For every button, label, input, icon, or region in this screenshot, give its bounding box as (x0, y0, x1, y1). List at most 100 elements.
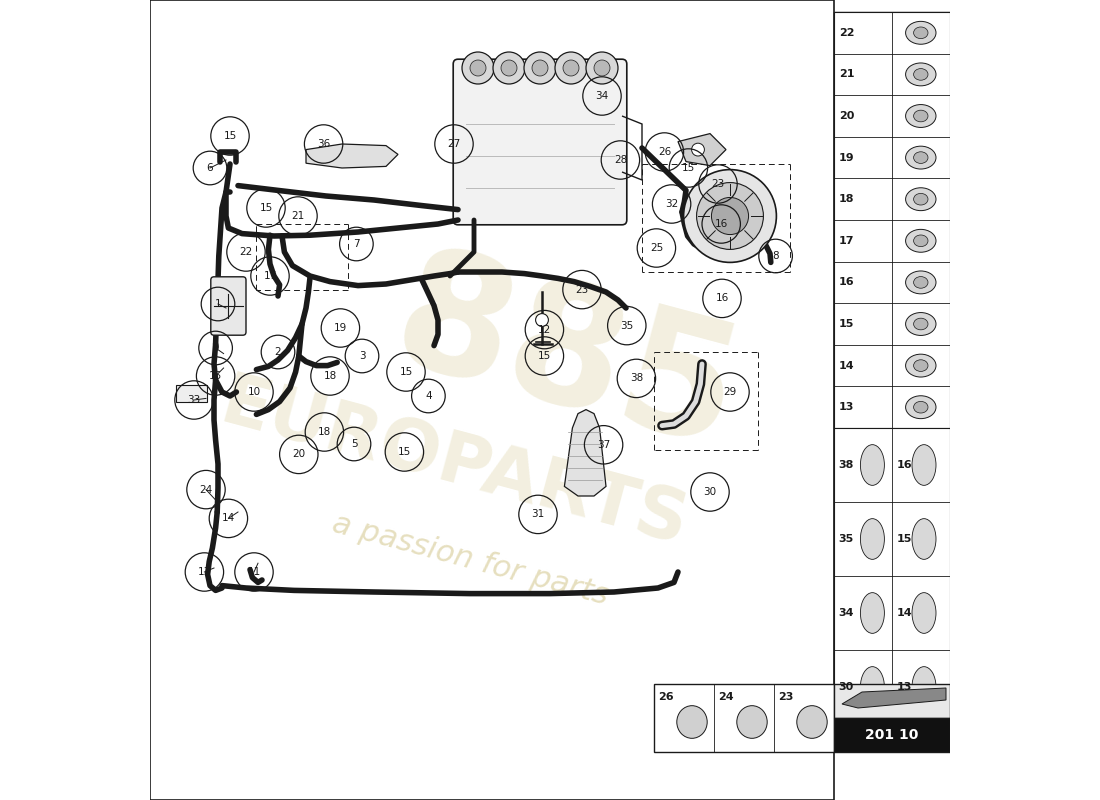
Text: 35: 35 (839, 534, 854, 544)
Ellipse shape (905, 188, 936, 210)
Text: 15: 15 (538, 351, 551, 361)
Text: 15: 15 (839, 319, 855, 329)
Text: 17: 17 (263, 271, 276, 281)
Text: 2: 2 (275, 347, 282, 357)
Text: 22: 22 (839, 28, 855, 38)
Text: 21: 21 (292, 211, 305, 221)
Text: 201 10: 201 10 (866, 728, 918, 742)
Text: 11: 11 (248, 567, 261, 577)
Text: 1: 1 (214, 299, 221, 309)
Text: 32: 32 (666, 199, 679, 209)
Text: 16: 16 (839, 278, 855, 287)
Ellipse shape (914, 27, 928, 38)
Polygon shape (678, 134, 726, 166)
Text: 16: 16 (896, 460, 912, 470)
Text: 15: 15 (209, 371, 222, 381)
Circle shape (563, 60, 579, 76)
Circle shape (556, 52, 587, 84)
Ellipse shape (737, 706, 767, 738)
Ellipse shape (905, 105, 936, 127)
Text: 19: 19 (333, 323, 346, 333)
Text: 3: 3 (359, 351, 365, 361)
Text: 29: 29 (724, 387, 737, 397)
Text: 18: 18 (323, 371, 337, 381)
Text: 16: 16 (715, 294, 728, 303)
Polygon shape (842, 688, 946, 708)
Ellipse shape (860, 518, 884, 559)
Ellipse shape (905, 313, 936, 335)
Circle shape (462, 52, 494, 84)
Text: EUROPARTS: EUROPARTS (212, 369, 695, 559)
Ellipse shape (912, 445, 936, 486)
Bar (834, 718, 950, 752)
Polygon shape (306, 144, 398, 168)
Bar (176, 385, 207, 402)
Ellipse shape (905, 396, 936, 418)
Text: 8: 8 (772, 251, 779, 261)
Text: 25: 25 (650, 243, 663, 253)
Text: 38: 38 (630, 374, 644, 383)
Text: 13: 13 (896, 682, 912, 692)
Ellipse shape (905, 63, 936, 86)
Text: 35: 35 (620, 321, 634, 330)
Text: 10: 10 (248, 387, 261, 397)
Circle shape (712, 198, 749, 234)
Ellipse shape (905, 146, 936, 169)
Text: 13: 13 (839, 402, 855, 412)
Ellipse shape (914, 318, 928, 330)
Ellipse shape (914, 402, 928, 413)
Text: 15: 15 (260, 203, 273, 213)
Text: 6: 6 (207, 163, 213, 173)
Ellipse shape (676, 706, 707, 738)
Text: 14: 14 (896, 608, 912, 618)
Text: 24: 24 (199, 485, 212, 494)
Text: 36: 36 (317, 139, 330, 149)
Text: 14: 14 (839, 361, 855, 370)
Ellipse shape (860, 445, 884, 486)
Text: 26: 26 (658, 692, 673, 702)
Text: 34: 34 (839, 608, 855, 618)
Circle shape (536, 314, 549, 326)
FancyBboxPatch shape (211, 277, 246, 335)
Text: 15: 15 (682, 163, 695, 173)
Text: 27: 27 (448, 139, 461, 149)
Circle shape (524, 52, 556, 84)
Bar (150, 0, 834, 800)
Text: 13: 13 (198, 567, 211, 577)
Text: 19: 19 (839, 153, 855, 162)
Text: 38: 38 (839, 460, 855, 470)
Circle shape (692, 143, 704, 156)
Text: 20: 20 (293, 450, 306, 459)
Ellipse shape (914, 194, 928, 205)
Ellipse shape (860, 666, 884, 707)
Ellipse shape (914, 235, 928, 246)
Text: 23: 23 (575, 285, 589, 294)
Ellipse shape (905, 230, 936, 252)
Ellipse shape (860, 593, 884, 634)
Text: 33: 33 (187, 395, 200, 405)
Circle shape (532, 60, 548, 76)
Ellipse shape (912, 593, 936, 634)
Bar (834, 684, 950, 718)
Ellipse shape (912, 518, 936, 559)
Text: 885: 885 (377, 236, 755, 484)
Text: 30: 30 (839, 682, 854, 692)
Ellipse shape (914, 110, 928, 122)
Ellipse shape (914, 277, 928, 288)
Text: 15: 15 (896, 534, 912, 544)
Text: 21: 21 (839, 70, 855, 79)
Ellipse shape (905, 354, 936, 377)
Text: 14: 14 (222, 514, 235, 523)
Circle shape (696, 182, 763, 250)
Ellipse shape (914, 69, 928, 80)
Text: 34: 34 (595, 91, 608, 101)
Circle shape (470, 60, 486, 76)
Ellipse shape (914, 360, 928, 371)
Text: 37: 37 (597, 440, 611, 450)
Ellipse shape (796, 706, 827, 738)
Ellipse shape (905, 22, 936, 44)
Circle shape (586, 52, 618, 84)
Circle shape (683, 170, 777, 262)
Text: 7: 7 (353, 239, 360, 249)
Text: 15: 15 (223, 131, 236, 141)
